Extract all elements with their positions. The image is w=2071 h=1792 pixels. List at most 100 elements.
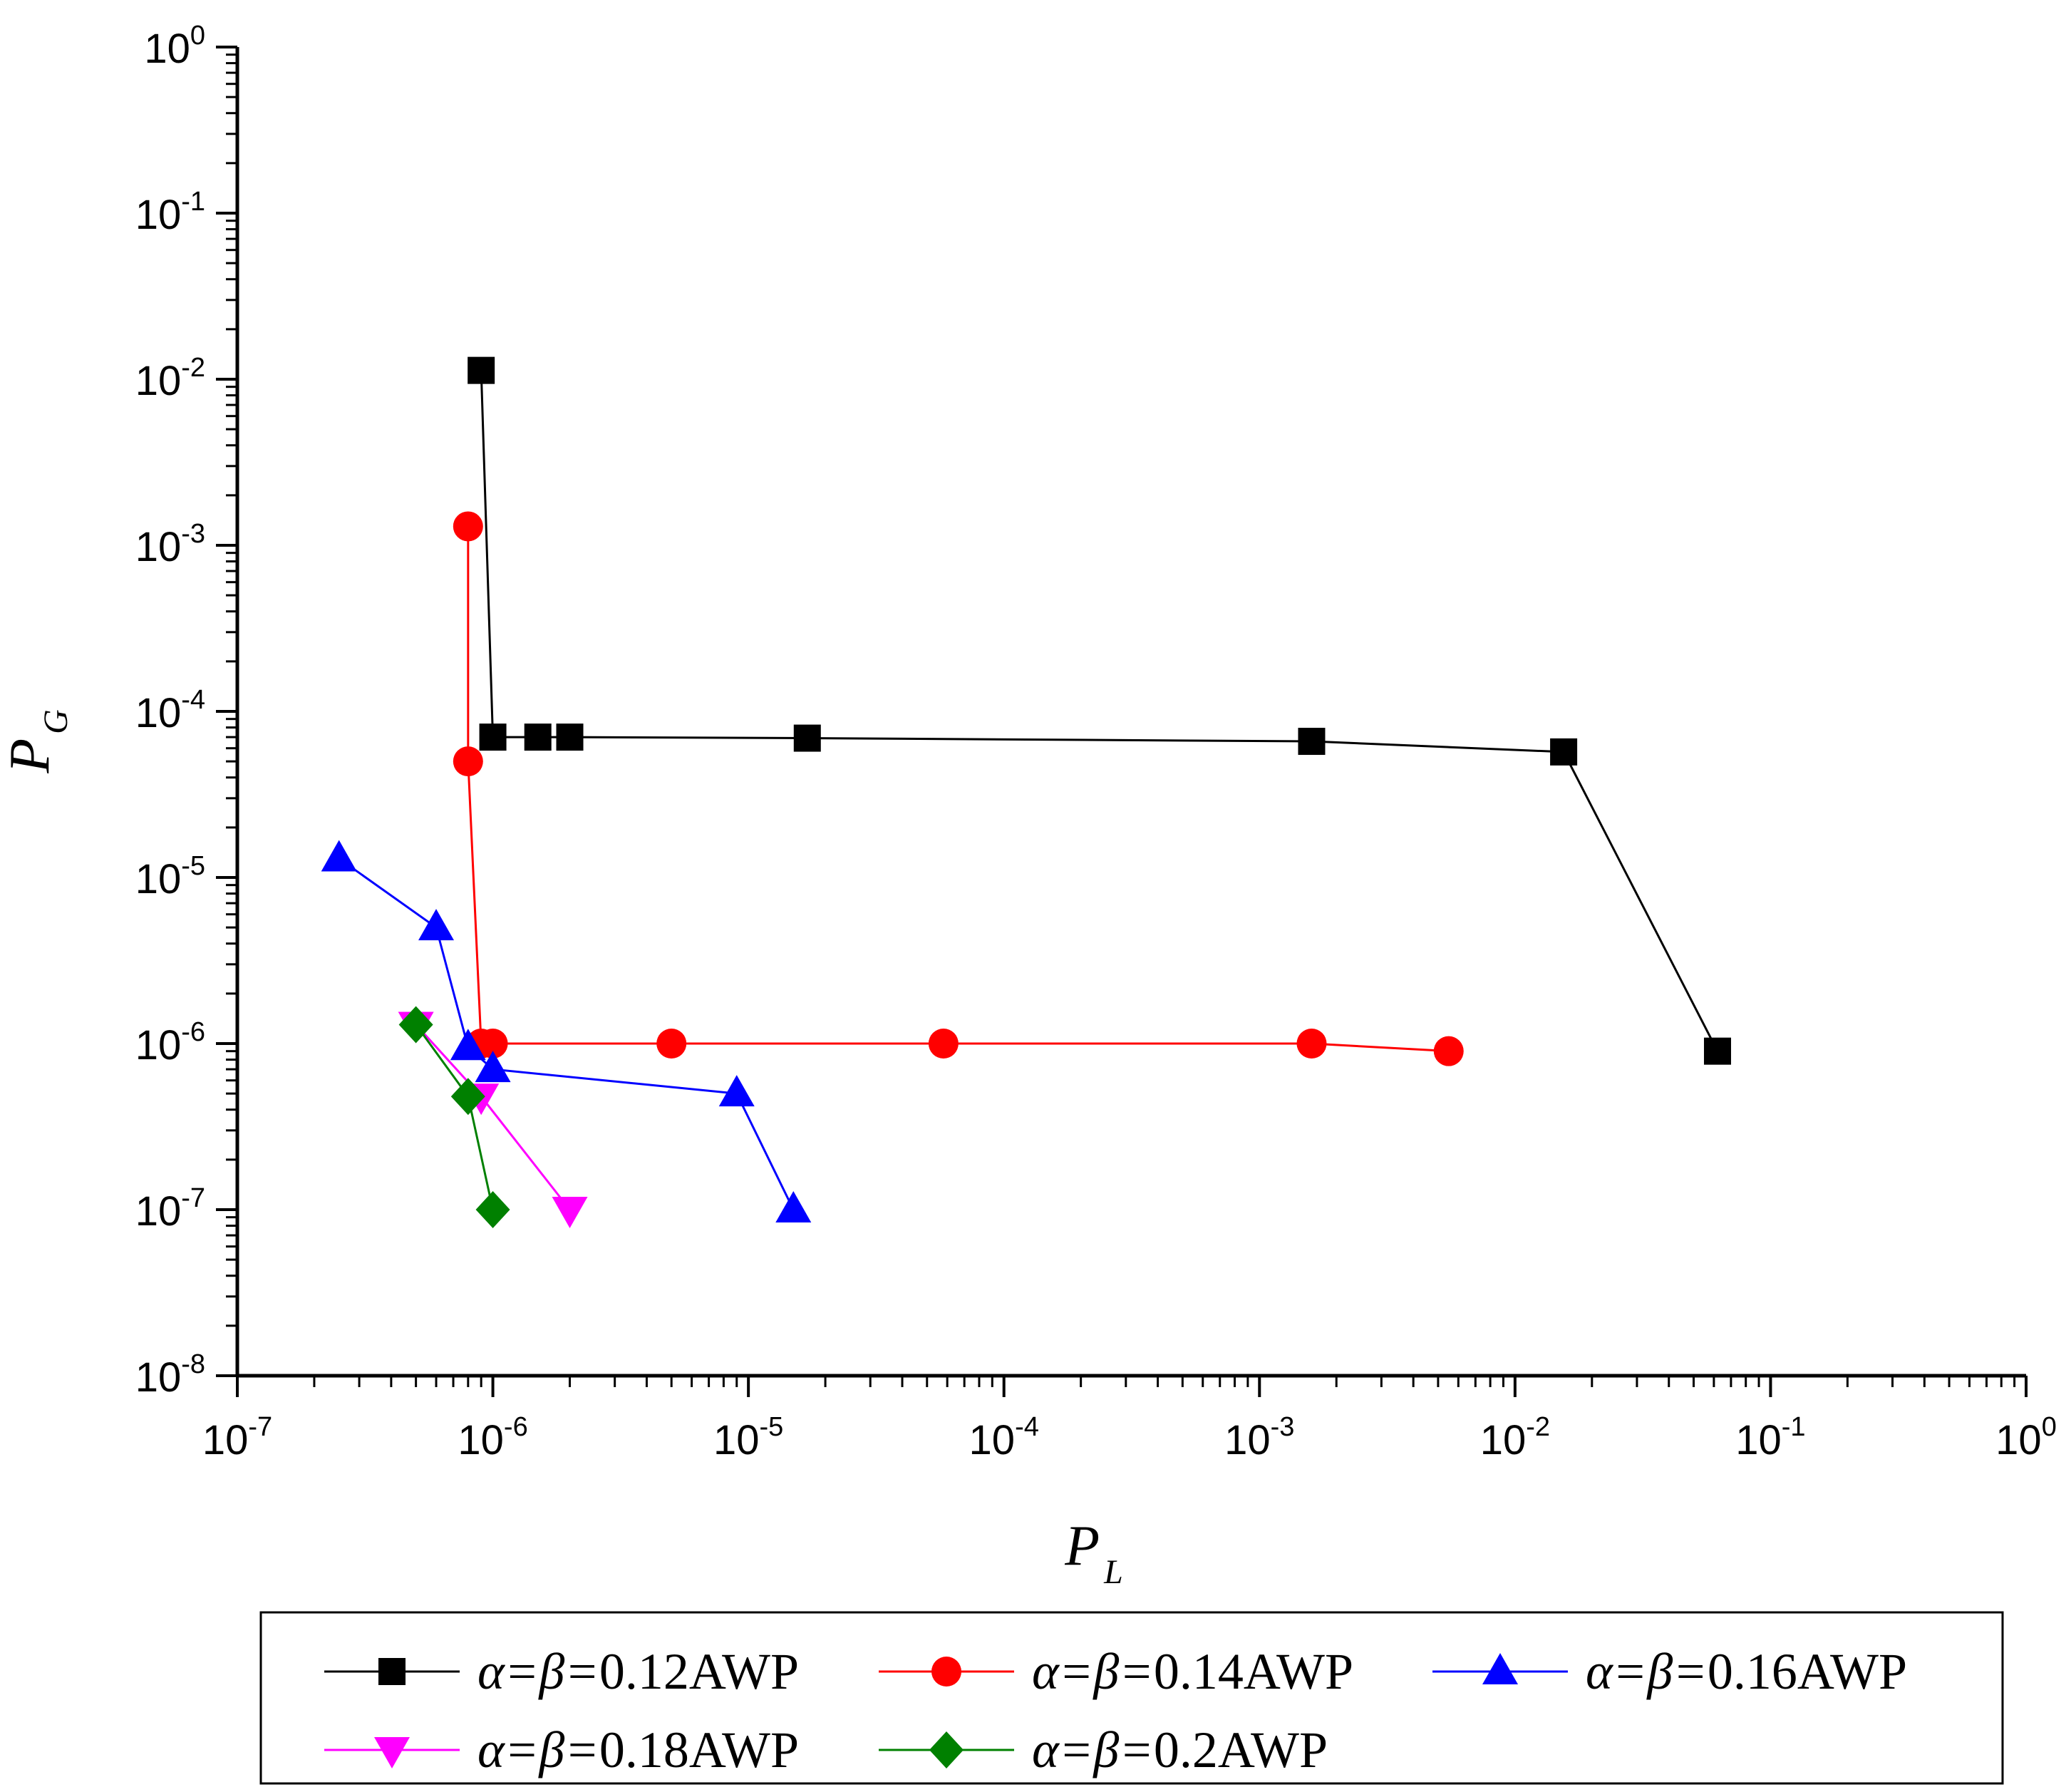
y-axis-title-main: P [0,738,61,774]
legend-marker [374,1737,410,1768]
series-3 [321,840,812,1222]
y-tick-label: 10-1 [135,187,205,238]
y-tick-exponent: -8 [181,1349,205,1379]
legend-label: α=β=0.12AWP [477,1643,799,1700]
legend-item-1: α=β=0.12AWP [324,1643,799,1700]
series-line [467,526,1449,1053]
legend-item-5: α=β=0.2AWP [879,1721,1328,1778]
data-point [475,1191,510,1228]
y-tick-base: 10 [135,856,182,902]
x-tick-exponent: -4 [1015,1412,1039,1442]
data-point [524,724,552,751]
series-line [480,370,1719,1052]
x-axis-ticks: 10-7 10-6 10-5 10-4 10-3 10-2 10-1 100 [202,1376,2057,1463]
x-tick-exponent: -7 [248,1412,272,1442]
x-tick-label: 10-5 [713,1412,783,1463]
series-2 [453,511,1464,1066]
legend-label-value: 0.12AWP [599,1643,799,1700]
x-tick-label: 10-4 [969,1412,1039,1463]
y-tick-label: 10-4 [135,685,205,736]
y-tick-label: 10-5 [135,851,205,902]
x-tick-base: 10 [458,1417,504,1463]
x-tick-label: 10-7 [202,1412,272,1463]
y-tick-label: 10-6 [135,1017,205,1068]
legend-marker [931,1657,961,1687]
legend-marker [929,1731,964,1768]
data-point [1550,738,1578,766]
legend-label-greek: α=β= [477,1643,599,1700]
y-tick-label: 10-2 [135,353,205,404]
y-axis-title: PG [0,709,75,774]
y-tick-label: 10-7 [135,1183,205,1235]
data-point [450,1029,486,1061]
legend-item-4: α=β=0.18AWP [324,1721,799,1778]
x-tick-base: 10 [1995,1417,2042,1463]
data-point [1298,728,1326,756]
y-tick-label: 100 [144,21,205,72]
data-point [321,840,357,872]
data-point [928,1029,959,1059]
x-tick-label: 10-1 [1735,1412,1805,1463]
y-tick-exponent: -2 [181,353,205,383]
series-1 [468,356,1731,1065]
y-axis-title-sub: G [37,709,75,734]
axes [235,47,2026,1378]
x-tick-base: 10 [969,1417,1016,1463]
legend-label: α=β=0.2AWP [1032,1721,1328,1778]
y-tick-base: 10 [135,192,182,238]
x-tick-exponent: -2 [1526,1412,1550,1442]
legend-label: α=β=0.14AWP [1032,1643,1353,1700]
data-point [793,724,821,752]
y-tick-base: 10 [135,1022,182,1068]
y-tick-base: 10 [135,1188,182,1235]
y-tick-exponent: -3 [181,519,205,549]
data-point [552,1197,588,1228]
y-tick-base: 10 [135,524,182,570]
data-point [718,1075,755,1107]
legend-marker [1482,1653,1518,1684]
data-point [556,724,584,751]
y-tick-exponent: -1 [181,187,205,217]
x-tick-base: 10 [1480,1417,1527,1463]
data-point [775,1191,812,1222]
x-tick-base: 10 [1735,1417,1782,1463]
legend-label-greek: α=β= [1586,1643,1708,1700]
data-point [418,909,455,941]
data-point [453,746,483,777]
legend-label: α=β=0.16AWP [1586,1643,1907,1700]
legend-marker [378,1658,406,1685]
legend-label: α=β=0.18AWP [477,1721,799,1778]
series-5 [398,1006,510,1228]
legend-label-value: 0.18AWP [599,1721,799,1778]
plot-area [321,356,1731,1228]
y-tick-exponent: -4 [181,685,205,715]
legend-box [259,1611,2004,1785]
legend-label-greek: α=β= [1032,1643,1154,1700]
data-point [477,1029,508,1059]
x-tick-exponent: -1 [1782,1412,1806,1442]
x-tick-label: 10-3 [1224,1412,1294,1463]
x-tick-base: 10 [713,1417,760,1463]
legend: α=β=0.12AWP α=β=0.14AWP α=β=0.16AWPα=β=0.1… [259,1611,2004,1785]
x-tick-label: 10-6 [458,1412,527,1463]
legend-label-value: 0.16AWP [1708,1643,1907,1700]
x-tick-base: 10 [1224,1417,1271,1463]
x-tick-exponent: 0 [2042,1412,2057,1442]
x-tick-exponent: -3 [1271,1412,1295,1442]
y-tick-base: 10 [144,26,190,72]
data-point [453,511,483,542]
y-tick-base: 10 [135,690,182,736]
series-line [338,858,795,1210]
x-axis-title-main: P [1064,1515,1100,1577]
y-tick-exponent: -5 [181,851,205,881]
x-tick-exponent: -5 [760,1412,784,1442]
y-tick-label: 10-8 [135,1349,205,1401]
data-point [450,1078,485,1116]
x-axis-title-sub: L [1103,1553,1123,1591]
y-tick-exponent: -6 [181,1017,205,1047]
y-tick-base: 10 [135,1354,182,1401]
legend-label-greek: α=β= [477,1721,599,1778]
